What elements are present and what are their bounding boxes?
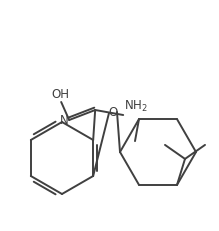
Text: OH: OH [51,88,69,101]
Text: N: N [59,113,68,127]
Text: NH$_2$: NH$_2$ [124,99,148,114]
Text: O: O [108,106,118,119]
